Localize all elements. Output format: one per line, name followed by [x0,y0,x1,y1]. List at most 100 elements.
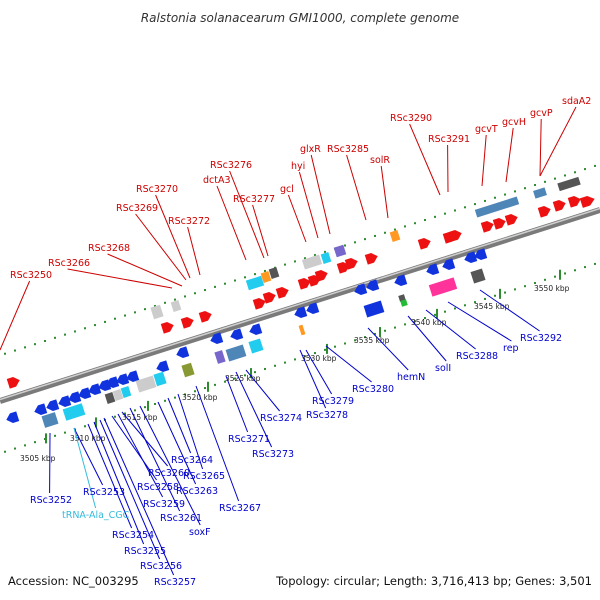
gene-label-rsc3290: RSc3290 [390,113,432,124]
gene-box [363,300,385,318]
gene-box [248,338,264,354]
leader-line [73,427,97,509]
gene-box [245,275,265,291]
gene-box [268,267,280,279]
gene-box [153,371,167,387]
gene-arrow [354,283,368,295]
leader-line [157,401,197,485]
gene-box [470,268,486,284]
gene-arrow [46,399,60,411]
gene-box [135,375,157,393]
gene-arrow [160,322,174,334]
leader-line [99,419,161,560]
gene-arrow [262,292,276,304]
gene-label-rsc3274: RSc3274 [260,413,302,424]
leader-line [305,349,333,395]
scale-label: 3550 kbp [534,284,570,293]
gene-label-glxr: glxR [300,144,321,155]
gene-box [301,254,323,270]
gene-label-rsc3268: RSc3268 [88,243,130,254]
leader-line [107,253,183,287]
leader-line [167,397,192,454]
leader-line [73,427,104,486]
gene-label-rsc3273: RSc3273 [252,449,294,460]
gene-box [41,412,59,428]
gene-arrow [294,306,308,318]
gene-label-rsc3277: RSc3277 [233,194,275,205]
leader-line [310,154,331,235]
gene-label-rsc3250: RSc3250 [10,270,52,281]
gene-box [474,196,520,218]
gene-box [150,304,164,320]
leader-line [187,226,201,276]
scale-label: 3540 kbp [411,318,447,327]
gene-label-rsc3269: RSc3269 [116,203,158,214]
gene-arrow [230,328,244,340]
gene-label-rsc3285: RSc3285 [327,144,369,155]
gene-arrow [464,251,478,263]
gene-label-gcvt: gcvT [475,124,498,135]
topology-text: Topology: circular; Length: 3,716,413 bp… [275,574,592,588]
gene-label-solr: solR [370,155,390,166]
gene-arrow [58,395,72,407]
gene-box [533,187,547,199]
gene-label-rsc3265: RSc3265 [183,471,225,482]
gene-label-gcvh: gcvH [502,117,526,128]
gene-box [214,350,226,364]
gene-arrow [156,360,170,372]
gene-label-rsc3256: RSc3256 [140,561,182,572]
leader-line [447,301,512,342]
leader-line [135,213,187,281]
accession-text: Accession: NC_003295 [8,574,139,588]
gene-label-rsc3267: RSc3267 [219,503,261,514]
gene-arrow [426,263,440,275]
gene-box [260,271,272,283]
gene-arrow [474,248,488,260]
gene-label-rsc3279: RSc3279 [312,396,354,407]
scale-label: 3525 kbp [225,374,261,383]
gene-features [6,176,595,428]
leader-line [155,194,191,279]
gene-label-rsc3272: RSc3272 [168,216,210,227]
scale-label: 3535 kbp [354,336,390,345]
gene-label-rep: rep [503,343,519,354]
leader-line [195,385,240,502]
leader-line [425,309,476,350]
gene-box [298,324,306,336]
gene-arrow [448,230,462,242]
leader-line [229,170,265,259]
leader-line [407,315,447,362]
gene-arrow [552,200,566,212]
gene-label-rsc3271: RSc3271 [228,434,270,445]
gene-label-rsc3263: RSc3263 [176,486,218,497]
gene-box [389,230,401,242]
gene-label-rsc3278: RSc3278 [306,410,348,421]
gene-box [170,300,182,312]
leader-line [103,417,175,576]
gene-label-soli: solI [435,363,451,374]
gene-label-rsc3253: RSc3253 [83,487,125,498]
gene-arrow [306,302,320,314]
gene-arrow [364,253,378,265]
leader-line [539,118,542,177]
gene-label-rsc3264: RSc3264 [171,455,213,466]
gene-box [112,389,124,401]
leader-line [93,421,145,545]
gene-box [120,386,132,398]
gene-label-hyi: hyi [291,161,305,172]
scale-label: 3515 kbp [122,413,158,422]
gene-label-rsc3259: RSc3259 [143,499,185,510]
gene-label-gcvp: gcvP [530,108,553,119]
scale-label: 3530 kbp [301,354,337,363]
gene-label-rsc3291: RSc3291 [428,134,470,145]
leader-line [177,393,204,470]
gene-box [225,344,247,362]
leader-line [216,185,247,261]
gene-arrow [78,387,92,399]
gene-arrow [297,278,311,290]
leader-line [225,375,249,433]
gene-arrow [249,323,263,335]
gene-label-soxf: soxF [189,527,211,538]
gene-label-rsc3261: RSc3261 [160,513,202,524]
